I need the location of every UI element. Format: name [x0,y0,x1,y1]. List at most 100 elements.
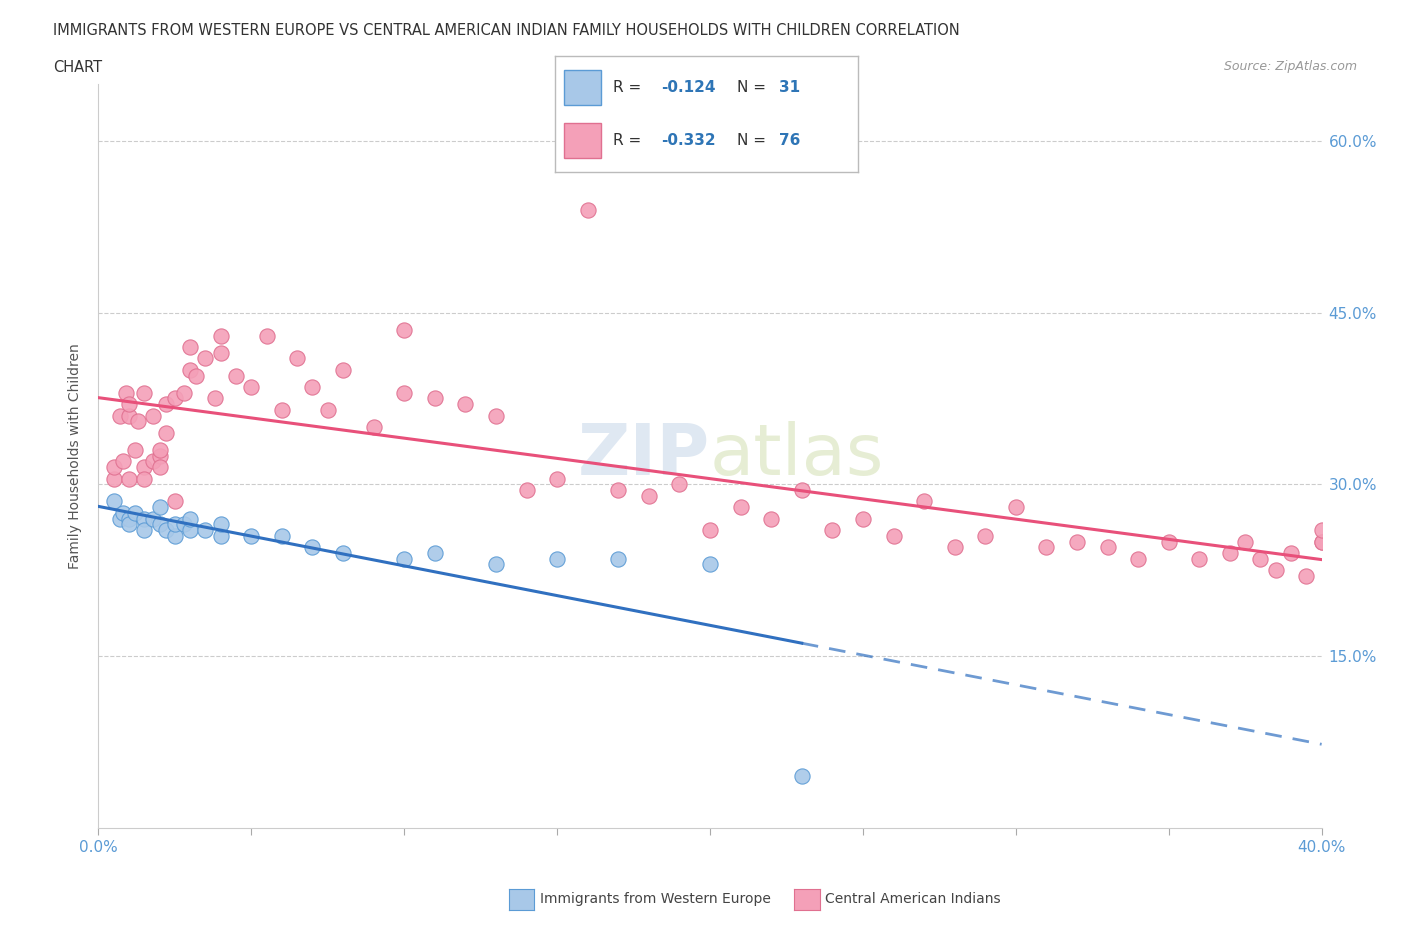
Text: ZIP: ZIP [578,421,710,490]
Point [332,546,354,561]
Point [546,472,568,486]
Point [423,391,446,405]
Point [332,363,354,378]
Point [668,477,690,492]
Point [546,551,568,566]
Point [179,363,201,378]
Point [270,403,292,418]
Text: Immigrants from Western Europe: Immigrants from Western Europe [540,892,770,907]
Point [111,454,134,469]
Point [118,472,141,486]
Point [301,379,323,394]
Point [1188,551,1211,566]
Text: atlas: atlas [710,421,884,490]
Point [392,323,416,338]
Point [821,523,844,538]
Point [115,385,138,400]
Point [108,512,131,526]
Point [759,512,782,526]
Point [883,528,905,543]
Point [1310,534,1333,549]
Point [240,528,263,543]
Point [285,351,308,365]
Y-axis label: Family Households with Children: Family Households with Children [69,343,83,568]
Point [363,419,385,434]
Point [1295,568,1317,583]
Point [1066,534,1088,549]
Point [103,472,125,486]
Text: R =: R = [613,80,641,95]
Point [301,539,323,554]
Point [204,391,226,405]
Point [127,414,149,429]
Point [1097,539,1119,554]
Point [194,351,217,365]
Point [209,328,232,343]
Point [149,443,172,458]
Point [173,385,195,400]
Point [1264,563,1286,578]
Point [134,459,156,474]
Point [194,523,217,538]
Point [1310,523,1333,538]
Point [1157,534,1180,549]
Point [790,483,813,498]
Point [149,517,172,532]
Point [163,528,186,543]
Text: N =: N = [737,133,766,148]
Point [256,328,278,343]
Text: IMMIGRANTS FROM WESTERN EUROPE VS CENTRAL AMERICAN INDIAN FAMILY HOUSEHOLDS WITH: IMMIGRANTS FROM WESTERN EUROPE VS CENTRA… [53,23,960,38]
Point [240,379,263,394]
Point [209,528,232,543]
Point [912,494,935,509]
Point [134,472,156,486]
Point [423,546,446,561]
Bar [564,124,600,158]
Point [730,499,752,514]
Text: N =: N = [737,80,766,95]
Point [149,499,172,514]
Text: Central American Indians: Central American Indians [825,892,1001,907]
Point [124,443,146,458]
Point [1004,499,1026,514]
Point [974,528,997,543]
Point [485,557,508,572]
Point [155,523,177,538]
Point [103,494,125,509]
Point [1234,534,1257,549]
Point [155,397,177,412]
Point [179,523,201,538]
Point [155,425,177,440]
Point [576,202,599,217]
Point [179,339,201,354]
Point [1219,546,1241,561]
Point [943,539,966,554]
Point [790,769,813,784]
Point [134,523,156,538]
Point [699,523,721,538]
Point [118,517,141,532]
Point [392,385,416,400]
Point [173,517,195,532]
Point [1249,551,1271,566]
Point [103,459,125,474]
Point [134,512,156,526]
Point [149,459,172,474]
Text: -0.124: -0.124 [661,80,716,95]
Point [637,488,661,503]
Point [852,512,875,526]
Point [118,408,141,423]
Point [392,551,416,566]
Point [1035,539,1057,554]
Point [1310,534,1333,549]
Point [1279,546,1302,561]
Point [186,368,208,383]
Point [163,494,186,509]
Point [209,517,232,532]
Point [699,557,721,572]
Point [163,517,186,532]
Point [142,408,165,423]
Point [179,512,201,526]
Point [316,403,339,418]
Point [149,448,172,463]
